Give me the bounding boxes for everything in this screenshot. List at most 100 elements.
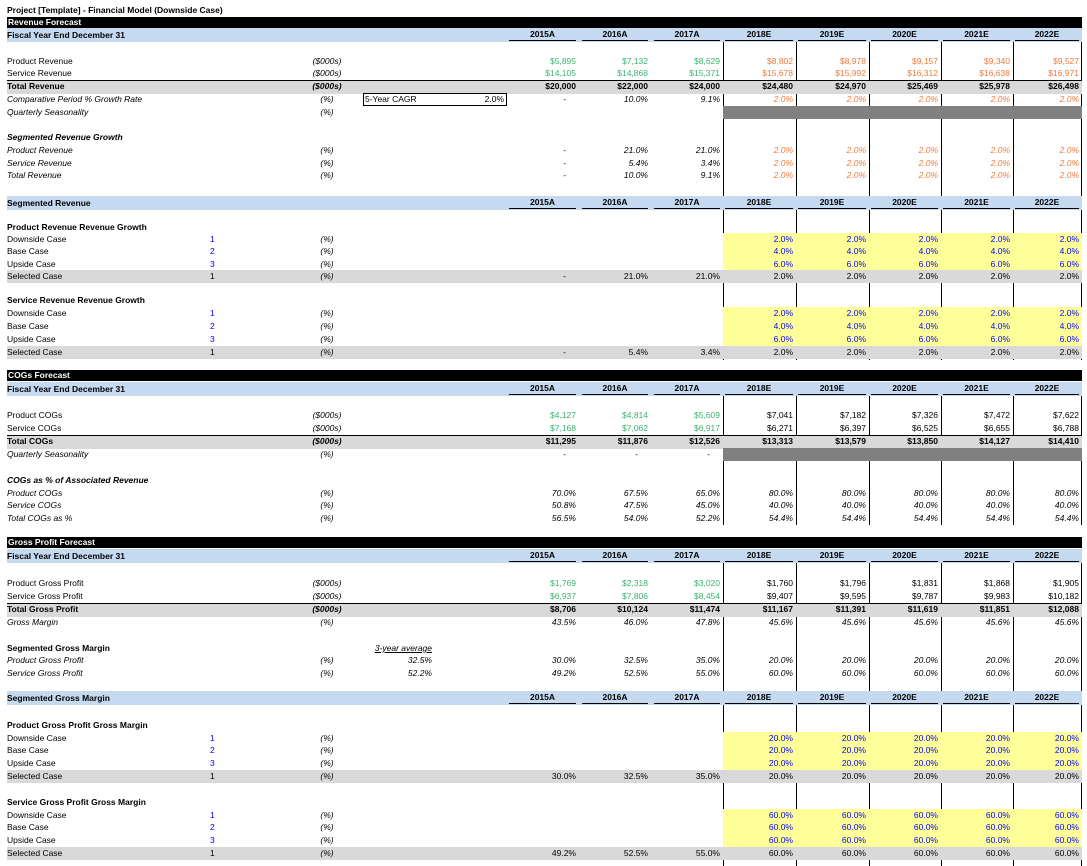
value-cell[interactable]: 6.0% (990, 259, 1010, 269)
value-cell[interactable]: 20.0% (768, 745, 793, 755)
value-cell[interactable]: $14,127 (979, 436, 1010, 446)
value-cell[interactable]: 20.0% (768, 655, 793, 665)
year-header-2019E[interactable]: 2019E (798, 691, 866, 704)
year-header-2018E[interactable]: 2018E (725, 549, 793, 562)
value-cell[interactable]: 10.0% (623, 94, 648, 104)
value-cell[interactable]: 20.0% (985, 655, 1010, 665)
value-cell[interactable]: $7,182 (840, 410, 866, 420)
cagr-box[interactable]: 5-Year CAGR 2.0% (363, 93, 507, 106)
value-cell[interactable]: 20.0% (913, 733, 938, 743)
value-cell[interactable]: 2.0% (918, 94, 938, 104)
value-cell[interactable]: $25,469 (907, 81, 938, 91)
value-cell[interactable]: 54.4% (841, 513, 866, 523)
value-cell[interactable]: $9,527 (1053, 56, 1079, 66)
value-cell[interactable]: 20.0% (841, 771, 866, 781)
value-cell[interactable]: 45.6% (768, 617, 793, 627)
case-number[interactable]: 1 (210, 347, 215, 357)
value-cell[interactable]: 35.0% (695, 771, 720, 781)
value-cell[interactable]: 50.8% (551, 500, 576, 510)
value-cell[interactable]: 55.0% (695, 848, 720, 858)
value-cell[interactable]: 2.0% (1059, 170, 1079, 180)
value-cell[interactable]: 2.0% (990, 271, 1010, 281)
value-cell[interactable]: 2.0% (1059, 158, 1079, 168)
value-cell[interactable]: 60.0% (768, 810, 793, 820)
value-cell[interactable]: $11,474 (689, 604, 720, 614)
value-cell[interactable]: 60.0% (841, 848, 866, 858)
value-cell[interactable]: $24,480 (762, 81, 793, 91)
year-header-2022E[interactable]: 2022E (1015, 28, 1079, 41)
value-cell[interactable]: $4,814 (622, 410, 648, 420)
value-cell[interactable]: $7,168 (550, 423, 576, 433)
value-cell[interactable]: 20.0% (1054, 758, 1079, 768)
value-cell[interactable]: $5,895 (550, 56, 576, 66)
value-cell[interactable]: $16,638 (979, 68, 1010, 78)
value-cell[interactable]: $4,127 (550, 410, 576, 420)
value-cell[interactable]: 2.0% (990, 158, 1010, 168)
value-cell[interactable]: 45.6% (1054, 617, 1079, 627)
value-cell[interactable]: 2.0% (846, 308, 866, 318)
value-cell[interactable]: $20,000 (545, 81, 576, 91)
value-cell[interactable]: 9.1% (700, 170, 720, 180)
year-header-2017A[interactable]: 2017A (654, 196, 720, 209)
year-header-2021E[interactable]: 2021E (943, 549, 1010, 562)
value-cell[interactable]: 3.4% (700, 158, 720, 168)
value-cell[interactable]: $11,295 (545, 436, 576, 446)
value-cell[interactable]: $6,937 (550, 591, 576, 601)
value-cell[interactable]: 32.5% (623, 771, 648, 781)
value-cell[interactable]: - (563, 449, 566, 459)
value-cell[interactable]: 20.0% (1054, 771, 1079, 781)
value-cell[interactable]: $6,788 (1053, 423, 1079, 433)
year-header-2017A[interactable]: 2017A (654, 549, 720, 562)
year-header-2016A[interactable]: 2016A (582, 549, 648, 562)
value-cell[interactable]: 2.0% (918, 170, 938, 180)
value-cell[interactable]: 6.0% (773, 259, 793, 269)
value-cell[interactable]: 60.0% (913, 810, 938, 820)
case-number[interactable]: 3 (210, 835, 215, 845)
value-cell[interactable]: 20.0% (768, 758, 793, 768)
case-number[interactable]: 1 (210, 848, 215, 858)
value-cell[interactable]: $11,391 (835, 604, 866, 614)
value-cell[interactable]: $6,271 (767, 423, 793, 433)
value-cell[interactable]: 2.0% (1059, 234, 1079, 244)
year-header-2020E[interactable]: 2020E (871, 549, 938, 562)
value-cell[interactable]: 47.5% (623, 500, 648, 510)
value-cell[interactable]: 2.0% (773, 158, 793, 168)
value-cell[interactable]: 2.0% (846, 158, 866, 168)
value-cell[interactable]: 2.0% (846, 271, 866, 281)
value-cell[interactable]: $9,595 (840, 591, 866, 601)
value-cell[interactable]: 65.0% (695, 488, 720, 498)
value-cell[interactable]: $25,978 (979, 81, 1010, 91)
value-cell[interactable]: $9,787 (912, 591, 938, 601)
value-cell[interactable]: 4.0% (918, 321, 938, 331)
value-cell[interactable]: 2.0% (990, 347, 1010, 357)
year-header-2015A[interactable]: 2015A (509, 382, 576, 395)
value-cell[interactable]: 9.1% (700, 94, 720, 104)
value-cell[interactable]: $8,706 (550, 604, 576, 614)
value-cell[interactable]: $13,313 (762, 436, 793, 446)
value-cell[interactable]: $6,525 (912, 423, 938, 433)
value-cell[interactable]: $14,105 (545, 68, 576, 78)
year-header-2020E[interactable]: 2020E (871, 691, 938, 704)
value-cell[interactable]: 20.0% (1054, 745, 1079, 755)
value-cell[interactable]: 20.0% (768, 771, 793, 781)
value-cell[interactable]: $11,876 (617, 436, 648, 446)
value-cell[interactable]: 20.0% (1054, 733, 1079, 743)
value-cell[interactable]: 60.0% (1054, 848, 1079, 858)
value-cell[interactable]: 32.5% (623, 655, 648, 665)
value-cell[interactable]: $1,769 (550, 578, 576, 588)
year-header-2019E[interactable]: 2019E (798, 549, 866, 562)
value-cell[interactable]: $1,868 (984, 578, 1010, 588)
value-cell[interactable]: 2.0% (773, 94, 793, 104)
value-cell[interactable]: 80.0% (1054, 488, 1079, 498)
value-cell[interactable]: $8,802 (767, 56, 793, 66)
year-header-2020E[interactable]: 2020E (871, 196, 938, 209)
value-cell[interactable]: $7,622 (1053, 410, 1079, 420)
year-header-2017A[interactable]: 2017A (654, 28, 720, 41)
value-cell[interactable]: 55.0% (695, 668, 720, 678)
value-cell[interactable]: $10,182 (1048, 591, 1079, 601)
value-cell[interactable]: 2.0% (773, 234, 793, 244)
value-cell[interactable]: 49.2% (551, 848, 576, 858)
value-cell[interactable]: 60.0% (768, 848, 793, 858)
value-cell[interactable]: 4.0% (1059, 246, 1079, 256)
year-header-2015A[interactable]: 2015A (509, 549, 576, 562)
